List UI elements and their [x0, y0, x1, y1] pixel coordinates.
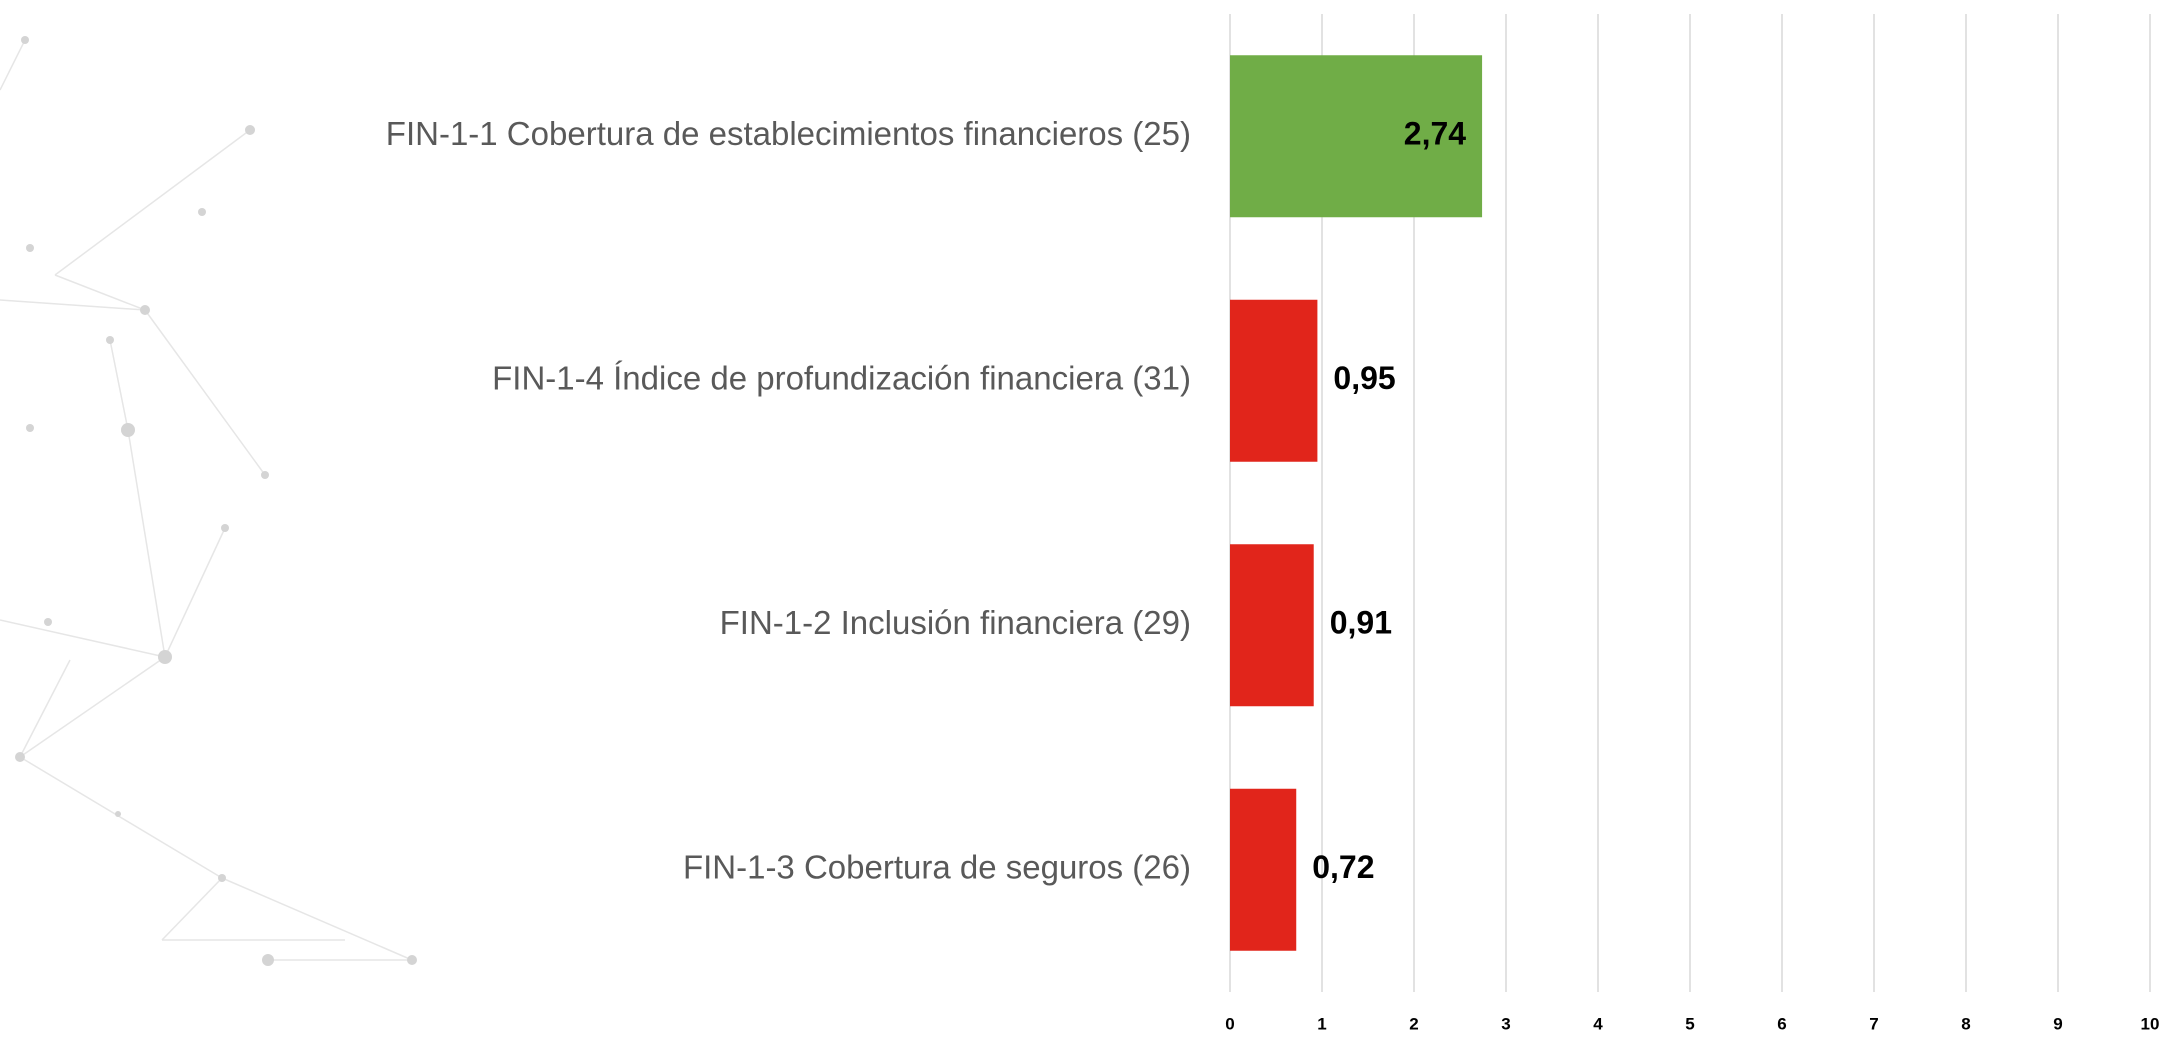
value-label: 0,95	[1333, 360, 1395, 396]
x-tick-label: 2	[1409, 1014, 1418, 1033]
x-tick-label: 1	[1317, 1014, 1326, 1033]
x-tick-label: 4	[1593, 1014, 1603, 1033]
x-tick-label: 0	[1225, 1014, 1234, 1033]
category-label: FIN-1-2 Inclusión financiera (29)	[720, 604, 1191, 641]
x-tick-label: 7	[1869, 1014, 1878, 1033]
x-tick-label: 3	[1501, 1014, 1510, 1033]
bar	[1230, 55, 1483, 218]
category-label: FIN-1-4 Índice de profundización financi…	[492, 359, 1191, 396]
x-tick-label: 9	[2053, 1014, 2062, 1033]
x-tick-label: 5	[1685, 1014, 1694, 1033]
x-tick-label: 8	[1961, 1014, 1970, 1033]
value-label: 0,91	[1330, 605, 1392, 641]
bar	[1230, 299, 1318, 462]
value-label: 2,74	[1404, 116, 1466, 152]
decoration	[0, 36, 417, 966]
value-label: 0,72	[1312, 849, 1374, 885]
x-tick-label: 10	[2141, 1014, 2160, 1033]
bar	[1230, 788, 1297, 951]
category-label: FIN-1-1 Cobertura de establecimientos fi…	[386, 115, 1191, 152]
category-label: FIN-1-3 Cobertura de seguros (26)	[683, 848, 1191, 885]
x-tick-label: 6	[1777, 1014, 1786, 1033]
bar	[1230, 544, 1314, 707]
